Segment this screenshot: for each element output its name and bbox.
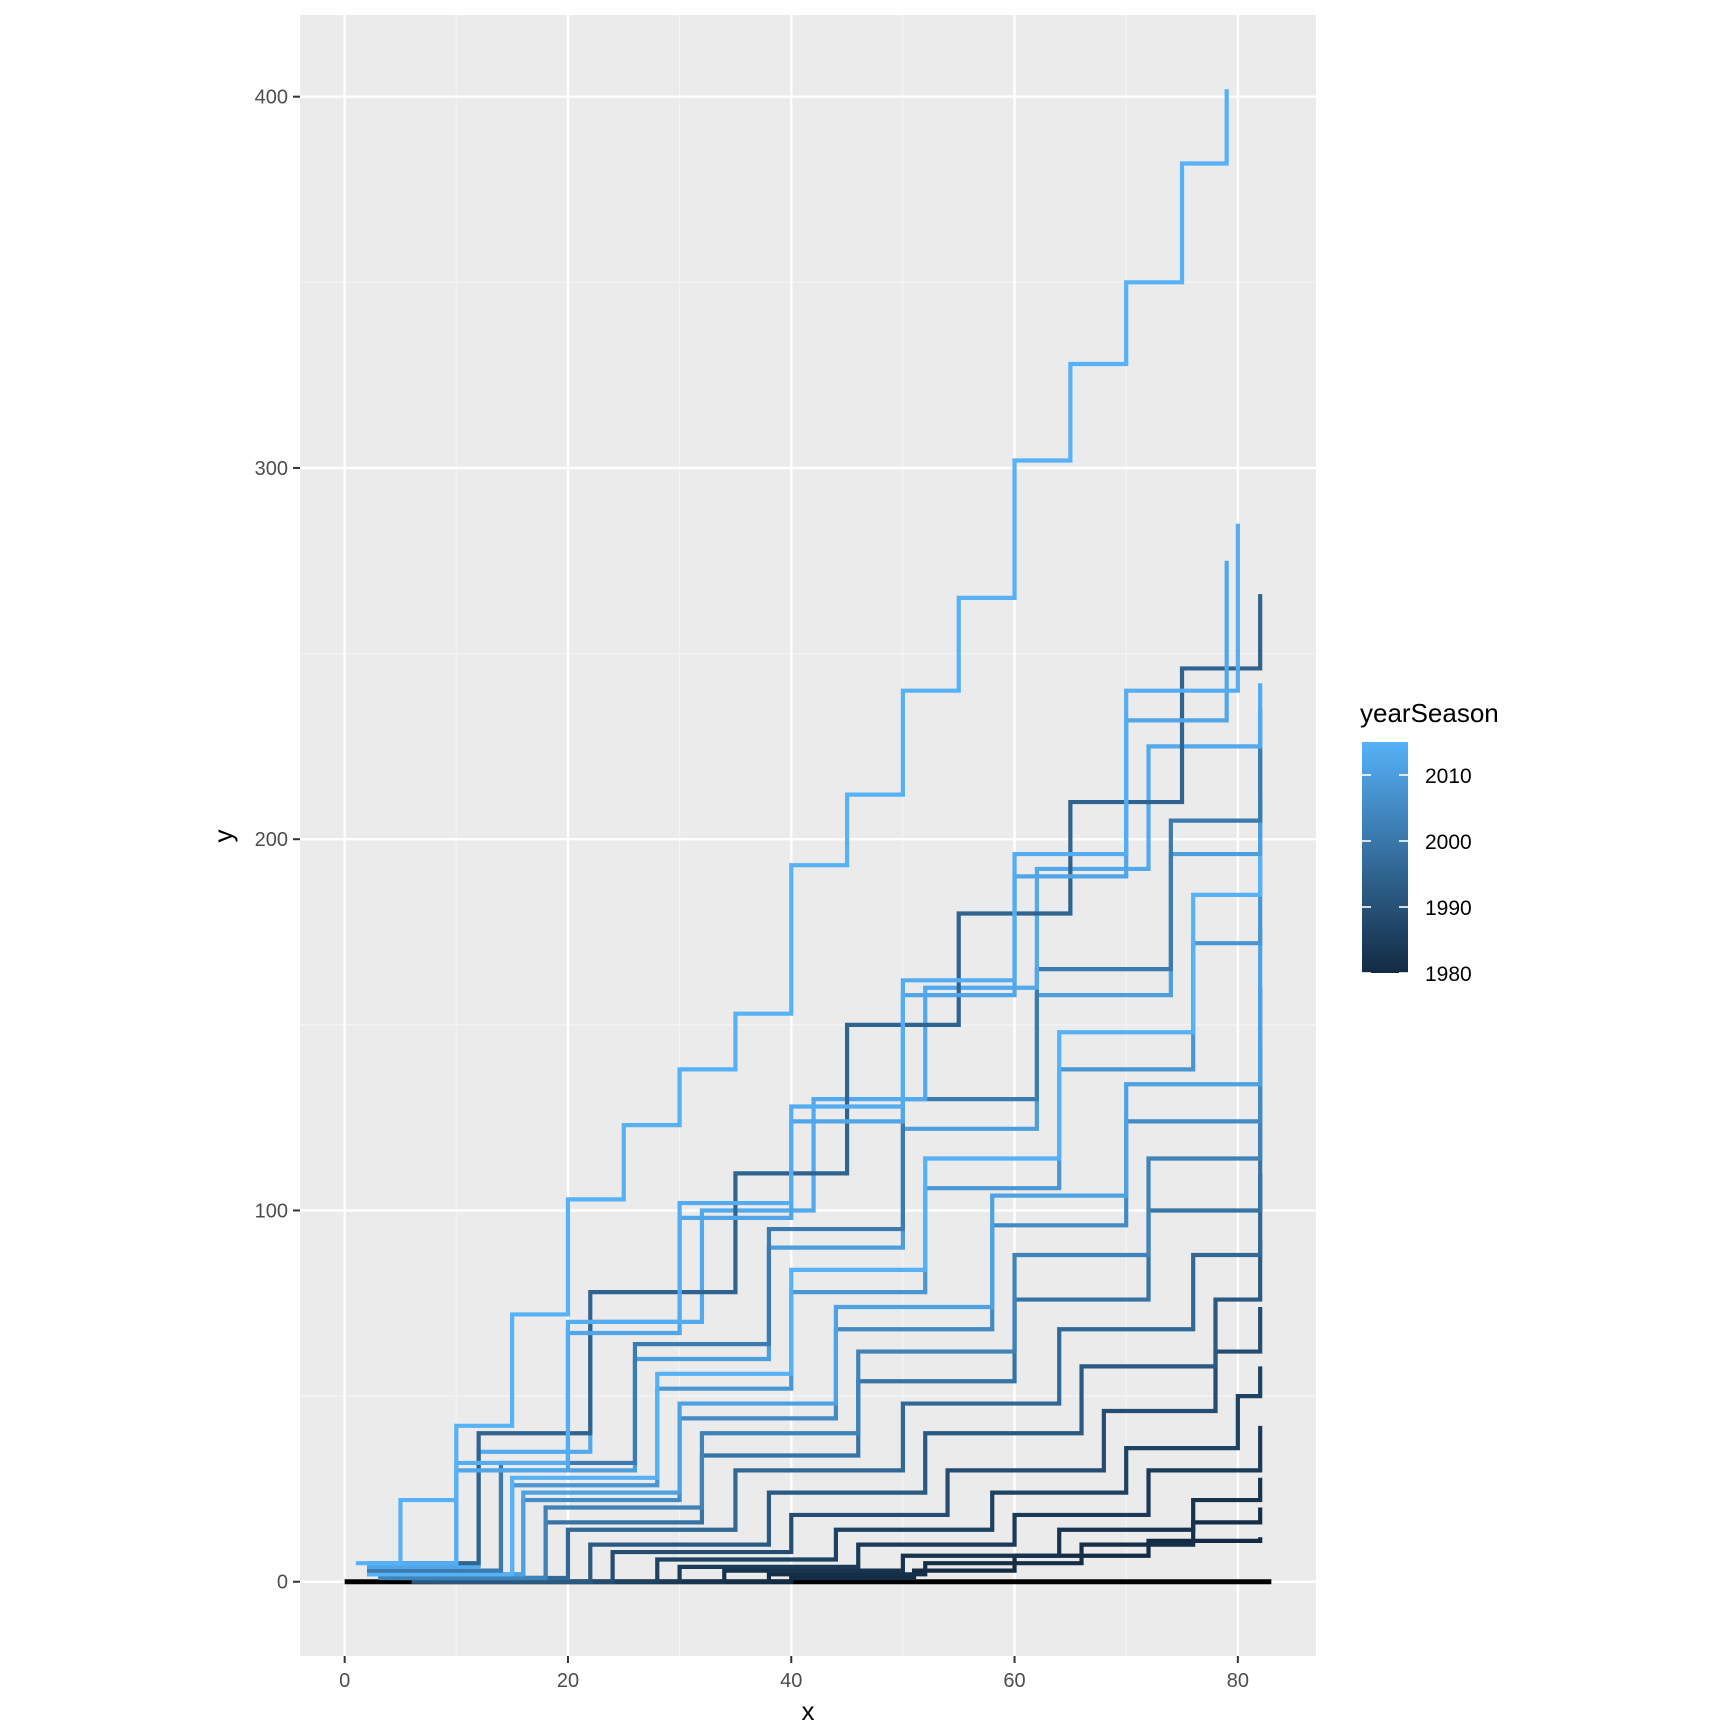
series-line-2013 — [366, 683, 1263, 1569]
series-layer — [344, 89, 1272, 1585]
x-tick-label: 80 — [1227, 1670, 1249, 1692]
series-line-1982 — [500, 1477, 1263, 1584]
series-line-1992 — [411, 1240, 1263, 1584]
series-line-1986 — [456, 1366, 1263, 1584]
y-tick-label: 200 — [255, 829, 288, 851]
legend: yearSeason 2010 2000 1990 1980 — [1360, 698, 1499, 986]
legend-ticks: 2010 2000 1990 1980 — [1362, 765, 1472, 986]
series-line-1996 — [400, 1173, 1263, 1581]
series-line-1981 — [545, 1507, 1263, 1584]
legend-colorbar — [1362, 742, 1408, 973]
y-tick-label: 400 — [255, 87, 288, 109]
x-tick-label: 20 — [557, 1670, 579, 1692]
series-line-1980 — [567, 1537, 1263, 1584]
series-line-1995 — [366, 594, 1263, 1566]
series-line-2015 — [366, 794, 1263, 1577]
series-line-2014 — [366, 523, 1240, 1566]
legend-label: 1990 — [1425, 897, 1472, 920]
series-line-1984 — [478, 1425, 1263, 1584]
x-tick-label: 60 — [1003, 1670, 1025, 1692]
legend-title: yearSeason — [1360, 698, 1499, 728]
legend-label: 2000 — [1425, 831, 1472, 854]
legend-label: 2010 — [1425, 765, 1472, 788]
series-line-2016 — [355, 89, 1229, 1566]
y-axis-title: y — [208, 830, 238, 843]
x-axis-title: x — [802, 1696, 815, 1726]
y-tick-label: 0 — [277, 1572, 288, 1594]
x-axis: 0 20 40 60 80 — [339, 1656, 1249, 1692]
series-line-2003 — [378, 1043, 1263, 1581]
y-axis: 0 100 200 300 400 — [255, 87, 300, 1594]
y-tick-label: 100 — [255, 1200, 288, 1222]
series-line-2011 — [378, 928, 1263, 1577]
legend-label: 1980 — [1425, 963, 1472, 986]
x-tick-label: 0 — [339, 1670, 350, 1692]
y-tick-label: 300 — [255, 458, 288, 480]
x-tick-label: 40 — [780, 1670, 802, 1692]
